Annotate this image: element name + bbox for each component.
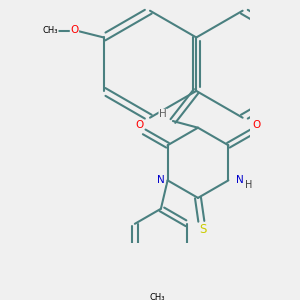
Text: O: O bbox=[135, 120, 143, 130]
Text: O: O bbox=[70, 25, 79, 35]
Text: N: N bbox=[236, 176, 244, 185]
Text: H: H bbox=[245, 180, 252, 190]
Text: O: O bbox=[253, 120, 261, 130]
Text: N: N bbox=[157, 175, 165, 184]
Text: CH₃: CH₃ bbox=[43, 26, 58, 35]
Text: CH₃: CH₃ bbox=[150, 293, 165, 300]
Text: H: H bbox=[159, 109, 167, 119]
Text: S: S bbox=[199, 223, 207, 236]
